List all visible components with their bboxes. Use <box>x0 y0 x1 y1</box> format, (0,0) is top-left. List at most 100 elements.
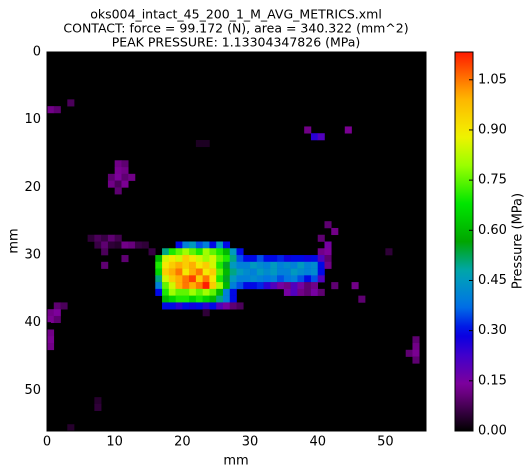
heatmap-cell <box>202 261 210 269</box>
chart-subtitle: PEAK PRESSURE: 1.13304347826 (MPa) <box>112 35 361 50</box>
heatmap-cell <box>317 255 325 263</box>
heatmap-cell <box>243 261 251 269</box>
heatmap-cell <box>317 268 325 276</box>
heatmap-cell <box>270 261 278 269</box>
heatmap-cell <box>351 282 359 290</box>
heatmap-cell <box>182 241 190 249</box>
x-tick-label: 20 <box>174 435 191 450</box>
heatmap-cell <box>209 295 217 303</box>
heatmap-cell <box>310 282 319 290</box>
heatmap-cell <box>277 255 285 263</box>
heatmap-cell <box>53 315 61 324</box>
heatmap-cell <box>189 241 197 249</box>
heatmap-cell <box>331 282 339 290</box>
heatmap-cell <box>121 180 129 188</box>
heatmap-cell <box>195 241 203 249</box>
heatmap-cell <box>107 241 115 249</box>
heatmap-cell <box>412 343 420 351</box>
heatmap-cell <box>155 282 163 290</box>
heatmap-cell <box>229 261 237 269</box>
heatmap-cell <box>114 173 122 181</box>
heatmap-cell <box>229 295 237 303</box>
heatmap-cell <box>331 227 339 236</box>
heatmap-cell <box>114 167 122 175</box>
heatmap-cell <box>202 302 210 310</box>
heatmap-cell <box>324 248 332 256</box>
heatmap-cell <box>121 255 129 263</box>
heatmap-cell <box>250 261 258 269</box>
colorbar-tick-label: 0.90 <box>478 122 507 137</box>
heatmap-cell <box>53 106 61 114</box>
heatmap-cell <box>310 255 319 263</box>
x-tick-label: 50 <box>377 435 394 450</box>
heatmap-cell <box>236 268 244 276</box>
heatmap-cell <box>162 261 170 269</box>
heatmap-cell <box>317 133 325 141</box>
heatmap-cell <box>195 248 203 256</box>
heatmap-cell <box>222 282 231 290</box>
heatmap-cell <box>60 302 68 310</box>
heatmap-cell <box>250 255 258 263</box>
heatmap-cell <box>162 275 170 283</box>
heatmap-cell <box>277 268 285 276</box>
heatmap-cell <box>412 336 420 344</box>
heatmap-cell <box>182 275 190 283</box>
heatmap-cell <box>53 302 61 310</box>
heatmap-cell <box>358 295 366 303</box>
y-tick-label: 50 <box>24 383 41 398</box>
heatmap-cell <box>277 261 285 269</box>
heatmap-cell <box>222 295 231 303</box>
heatmap-cell <box>182 288 190 296</box>
heatmap-cell <box>290 268 298 276</box>
heatmap-cell <box>263 261 271 269</box>
heatmap-cell <box>114 187 122 195</box>
heatmap-cell <box>236 255 244 263</box>
heatmap-cell <box>182 302 190 310</box>
heatmap-cell <box>202 282 210 290</box>
heatmap-cell <box>209 261 217 269</box>
heatmap-cell <box>283 268 291 276</box>
heatmap-cell <box>47 315 55 324</box>
heatmap-cell <box>324 255 332 263</box>
heatmap-cell <box>168 255 176 263</box>
heatmap-cell <box>114 180 122 188</box>
heatmap-cell <box>236 248 244 256</box>
heatmap-cell <box>189 255 197 263</box>
heatmap-cell <box>114 241 122 249</box>
heatmap-cell <box>168 275 176 283</box>
heatmap-cell <box>209 302 217 310</box>
heatmap-cell <box>222 275 231 283</box>
heatmap-cell <box>209 268 217 276</box>
heatmap-cell <box>182 255 190 263</box>
heatmap-cell <box>175 275 183 283</box>
heatmap-cell <box>121 167 129 175</box>
heatmap-cell <box>168 302 176 310</box>
heatmap-cell <box>141 241 149 249</box>
x-tick-label: 30 <box>242 435 259 450</box>
heatmap-cell <box>155 255 163 263</box>
heatmap-cell <box>243 275 251 283</box>
colorbar-tick-label: 0.15 <box>478 373 507 388</box>
heatmap-cell <box>209 288 217 296</box>
heatmap-cell <box>202 248 210 256</box>
heatmap-cell <box>189 302 197 310</box>
heatmap-cell <box>270 255 278 263</box>
heatmap-cell <box>256 268 264 276</box>
heatmap-cell <box>229 255 237 263</box>
heatmap-cell <box>175 295 183 303</box>
heatmap-cell <box>209 275 217 283</box>
heatmap-cell <box>175 268 183 276</box>
heatmap-cell <box>216 255 224 263</box>
y-tick-label: 40 <box>24 315 41 330</box>
heatmap-cell <box>263 268 271 276</box>
heatmap-cell <box>263 255 271 263</box>
heatmap-cell <box>216 241 224 249</box>
heatmap-cell <box>243 268 251 276</box>
heatmap-cell <box>405 349 413 357</box>
heatmap-cell <box>155 261 163 269</box>
heatmap-cell <box>202 241 210 249</box>
heatmap-cell <box>304 275 312 283</box>
heatmap-cell <box>310 288 319 296</box>
heatmap-cell <box>317 261 325 269</box>
